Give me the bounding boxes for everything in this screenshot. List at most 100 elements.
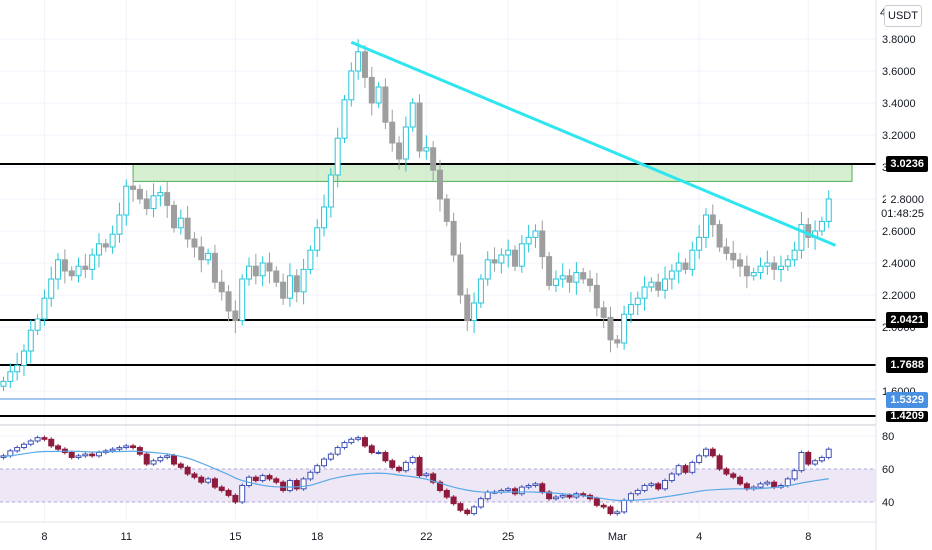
currency-selector[interactable]: USDT [884, 5, 922, 27]
rsi-bar [593, 498, 600, 506]
rsi-bar [361, 437, 368, 447]
rsi-bar [41, 437, 48, 440]
rsi-bar [505, 488, 512, 491]
rsi-bar [812, 460, 819, 465]
rsi-bar [784, 478, 791, 486]
rsi-bar [184, 466, 191, 475]
candle-body [580, 272, 587, 280]
candle-body [95, 243, 102, 256]
rsi-bar [743, 483, 750, 490]
resistance-zone [132, 163, 853, 182]
time-tick-label: 25 [502, 531, 514, 543]
rsi-axis-ticks: 40 60 80 [882, 431, 894, 509]
candle-body [164, 192, 171, 206]
candle-body [150, 195, 157, 210]
rsi-bar [641, 485, 648, 491]
candle-body [361, 51, 368, 78]
rsi-bar [232, 494, 239, 503]
candle-body [205, 252, 212, 261]
candle-body [293, 275, 300, 293]
rsi-bar [477, 498, 484, 508]
candle-body [334, 137, 341, 176]
candle-body [818, 220, 825, 232]
rsi-bar [559, 494, 566, 498]
candle-body [641, 286, 648, 299]
candle-body [116, 214, 123, 235]
rsi-bar [648, 483, 655, 487]
candle-body [55, 259, 62, 280]
rsi-bar [211, 478, 218, 488]
trendline[interactable] [350, 40, 837, 247]
rsi-bar [109, 448, 116, 452]
rsi-tick-label: 80 [882, 431, 894, 443]
rsi-bar [566, 494, 573, 498]
candle-body [409, 102, 416, 128]
candle-body [634, 297, 641, 306]
candle-body [368, 76, 375, 104]
candle-body [286, 275, 293, 299]
time-tick-label: Mar [608, 531, 627, 543]
candle-body [266, 262, 273, 272]
rsi-bar [402, 461, 409, 472]
candle-body [709, 214, 716, 226]
label-support-1: 2.0421 [886, 312, 928, 328]
candle-body [430, 147, 437, 171]
candle-body [198, 246, 205, 261]
candle-body [300, 268, 307, 293]
candle-body [246, 265, 253, 280]
rsi-bar [409, 456, 416, 463]
candle-body [784, 259, 791, 267]
candle-body [457, 254, 464, 296]
rsi-bar [689, 461, 696, 473]
candle-body [559, 275, 566, 280]
price-tick-label: 2.4000 [882, 258, 916, 270]
rsi-bar [764, 481, 771, 485]
candle-body [668, 270, 675, 280]
rsi-bar [130, 445, 137, 449]
rsi-bar [334, 447, 341, 455]
horizontal-levels [0, 163, 876, 417]
rsi-bar [327, 453, 334, 460]
candle-body [450, 220, 457, 256]
rsi-bar [321, 458, 328, 467]
time-axis-ticks: 8 11 15 18 22 25 Mar 4 8 [41, 531, 811, 543]
rsi-bar [621, 499, 628, 513]
rsi-bar [252, 476, 259, 482]
rsi-bar [368, 445, 375, 453]
rsi-bar [730, 473, 737, 478]
candle-body [512, 249, 518, 267]
candle-body [48, 278, 55, 299]
rsi-bar [307, 471, 314, 480]
candle-body [252, 265, 259, 277]
label-support-3: 1.4209 [886, 411, 928, 422]
rsi-bar [14, 447, 21, 452]
candle-body [375, 86, 382, 104]
rsi-bar [675, 465, 682, 475]
rsi-bar [239, 485, 246, 503]
rsi-bar [723, 468, 730, 475]
candle-body [239, 278, 246, 322]
candle-body [82, 265, 89, 270]
label-last-price: 2.8000 [886, 192, 928, 208]
candle-body [737, 259, 744, 267]
candle-body [177, 217, 184, 229]
candle-body [655, 281, 662, 291]
rsi-bar [798, 452, 805, 472]
rsi-bar [164, 455, 171, 458]
candle-body [593, 284, 600, 309]
candle-body [225, 291, 232, 312]
price-tick-label: 2.6000 [882, 226, 916, 238]
rsi-bar [791, 470, 798, 480]
rsi-bar [48, 438, 55, 447]
rsi-bar [259, 475, 266, 482]
candle-body [123, 185, 130, 216]
rsi-bar [348, 438, 355, 444]
rsi-bar [471, 506, 478, 515]
candle-body [191, 238, 198, 248]
candle-body [68, 270, 75, 277]
rsi-bar [177, 463, 184, 468]
rsi-bar [423, 473, 430, 477]
rsi-bar [818, 456, 825, 462]
candle-body [825, 198, 832, 222]
